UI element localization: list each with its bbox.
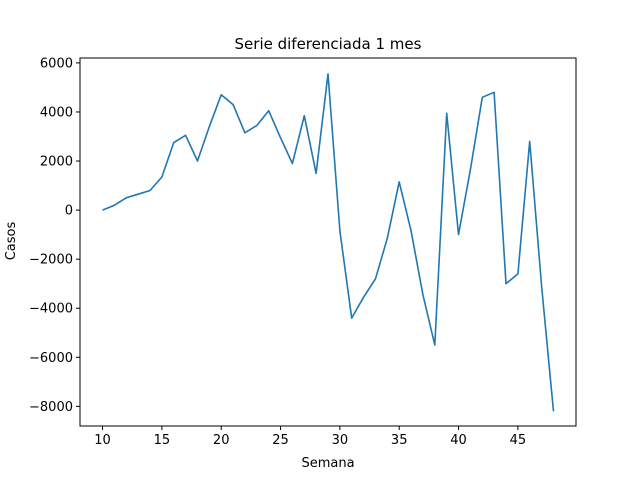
y-tick-label: −8000 <box>29 400 73 415</box>
x-tick-label: 15 <box>154 433 171 448</box>
x-tick-label: 25 <box>272 433 289 448</box>
x-tick-label: 45 <box>510 433 527 448</box>
y-axis-label: Casos <box>4 222 19 261</box>
x-tick-label: 40 <box>450 433 467 448</box>
series-line <box>102 73 555 412</box>
y-tick-label: 6000 <box>40 56 73 71</box>
plot-area <box>79 57 577 427</box>
x-tick-label: 10 <box>94 433 111 448</box>
y-tick-label: −6000 <box>29 351 73 366</box>
y-tick-label: 4000 <box>40 105 73 120</box>
plot-frame <box>79 57 577 427</box>
y-tick-label: −4000 <box>29 302 73 317</box>
y-tick-label: −2000 <box>29 253 73 268</box>
y-tick-label: 0 <box>65 204 73 219</box>
x-axis-label: Semana <box>301 456 354 471</box>
x-tick-label: 20 <box>213 433 230 448</box>
x-tick-label: 35 <box>391 433 408 448</box>
x-axis: 10 15 20 25 30 35 40 45 <box>94 426 526 448</box>
chart-title: Serie diferenciada 1 mes <box>235 35 422 53</box>
y-tick-label: 2000 <box>40 155 73 170</box>
x-tick-label: 30 <box>332 433 349 448</box>
y-axis: −8000 −6000 −4000 −2000 0 2000 4000 6000 <box>29 56 80 415</box>
